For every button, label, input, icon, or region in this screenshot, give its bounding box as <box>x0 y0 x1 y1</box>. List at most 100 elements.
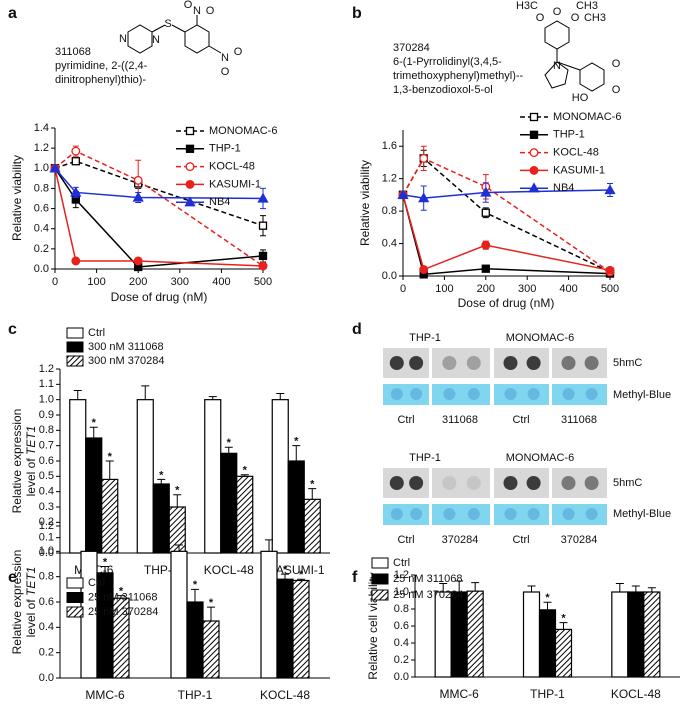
y-tick-label: 1.0 <box>39 545 54 557</box>
blot-strip <box>432 348 490 378</box>
legend-label: THP-1 <box>209 143 241 155</box>
x-axis-label: Dose of drug (nM) <box>458 296 555 310</box>
x-tick-label: 400 <box>559 283 577 295</box>
stain-strip <box>494 384 549 405</box>
y-tick-label: 1.4 <box>34 122 49 134</box>
blot-dot <box>466 356 481 370</box>
bar <box>85 437 103 554</box>
legend-swatch <box>371 557 389 569</box>
y-tick-label: 1.2 <box>394 569 409 581</box>
legend-marker <box>529 148 539 158</box>
x-tick-label: 0 <box>400 283 406 295</box>
y-axis-label: Relative expression <box>10 409 24 514</box>
blot-dot <box>409 476 424 490</box>
y-tick-label: 0.8 <box>394 603 409 615</box>
y-tick-label: 0.5 <box>39 470 54 482</box>
significance: * <box>243 465 248 477</box>
x-tick-label: 100 <box>435 283 453 295</box>
x-tick-label: 0 <box>52 276 58 288</box>
bar <box>260 550 278 679</box>
error-bar <box>281 573 289 580</box>
bar <box>220 452 238 554</box>
bar <box>186 601 204 679</box>
significance: * <box>561 613 566 625</box>
y-axis-label: Relative expression <box>10 550 24 655</box>
bar <box>643 591 661 678</box>
y-tick-label: 0.2 <box>39 647 54 659</box>
significance: * <box>209 597 214 609</box>
error-bar <box>191 588 199 602</box>
stain-strip <box>383 504 429 525</box>
group-label: MONOMAC-6 <box>506 332 574 344</box>
legend-swatch <box>66 606 84 618</box>
y-axis-label: Relative viability <box>10 155 24 241</box>
marker <box>605 265 615 275</box>
y-tick-label: 0.3 <box>39 501 54 513</box>
stain-label: 5hmC <box>613 477 642 489</box>
significance: * <box>103 556 108 568</box>
atom: CH3 <box>576 0 598 12</box>
marker <box>258 221 268 230</box>
x-tick-label: 200 <box>129 276 147 288</box>
bar <box>236 475 254 554</box>
blot-dot <box>584 476 599 490</box>
x-tick-label: MMC-6 <box>85 688 125 702</box>
legend-swatch <box>371 589 389 601</box>
bar <box>538 609 557 678</box>
y-axis-label: Relative viability <box>358 160 372 246</box>
series-line <box>54 168 264 267</box>
bar <box>204 399 222 554</box>
panel-letter: a <box>8 5 17 22</box>
y-tick-label: 1.2 <box>39 520 54 532</box>
y-tick-label: 0.4 <box>39 486 54 498</box>
compound-id: 370284 <box>393 42 430 54</box>
x-tick-label: 300 <box>518 283 536 295</box>
y-tick-label: 1.2 <box>34 142 49 154</box>
bar <box>627 591 645 678</box>
marker <box>132 191 144 202</box>
bar <box>101 478 119 554</box>
legend-marker <box>529 130 539 139</box>
compound-name: dinitrophenyl)thio)- <box>55 74 146 86</box>
blot-dot <box>561 476 576 490</box>
marker <box>481 264 490 273</box>
y-tick-label: 0.2 <box>394 654 409 666</box>
stain-dot <box>504 388 517 400</box>
marker <box>257 192 269 203</box>
bar <box>554 628 573 678</box>
atom: CH3 <box>584 12 606 24</box>
y-tick-label: 1.2 <box>382 173 397 185</box>
series-line <box>402 189 611 199</box>
atom: O <box>612 58 621 70</box>
error-bar <box>308 488 317 500</box>
atom: N <box>119 33 127 45</box>
significance: * <box>283 564 288 576</box>
lane-label: Ctrl <box>397 534 414 546</box>
legend-marker <box>185 126 195 136</box>
atom: O <box>553 6 562 18</box>
atom: O <box>184 0 193 11</box>
blot-strip <box>432 468 490 498</box>
y-tick-label: 0.2 <box>39 516 54 528</box>
group-label: THP-1 <box>409 452 441 464</box>
marker <box>71 157 80 166</box>
legend-label: Ctrl <box>393 557 410 569</box>
lane-label: 370284 <box>561 534 598 546</box>
blot-dot <box>442 356 457 370</box>
y-axis-label-part: TET1 <box>24 567 38 596</box>
y-tick-label: 0.8 <box>382 205 397 217</box>
compound-name: trimethoxyphenyl)methyl)-- <box>393 70 524 82</box>
bar <box>69 399 87 554</box>
legend-label: MONOMAC-6 <box>553 111 621 123</box>
y-tick-label: 0.4 <box>39 621 54 633</box>
legend-marker <box>528 182 540 193</box>
legend-swatch <box>66 327 84 339</box>
y-tick-label: 1.6 <box>382 140 397 152</box>
significance: * <box>545 592 550 604</box>
legend-label: Ctrl <box>88 577 105 589</box>
y-tick-label: 0.0 <box>39 672 54 684</box>
stain-strip <box>494 504 549 525</box>
marker <box>418 192 430 203</box>
bar <box>136 399 154 554</box>
compound-name: 6-(1-Pyrrolidinyl(3,4,5- <box>393 56 502 68</box>
